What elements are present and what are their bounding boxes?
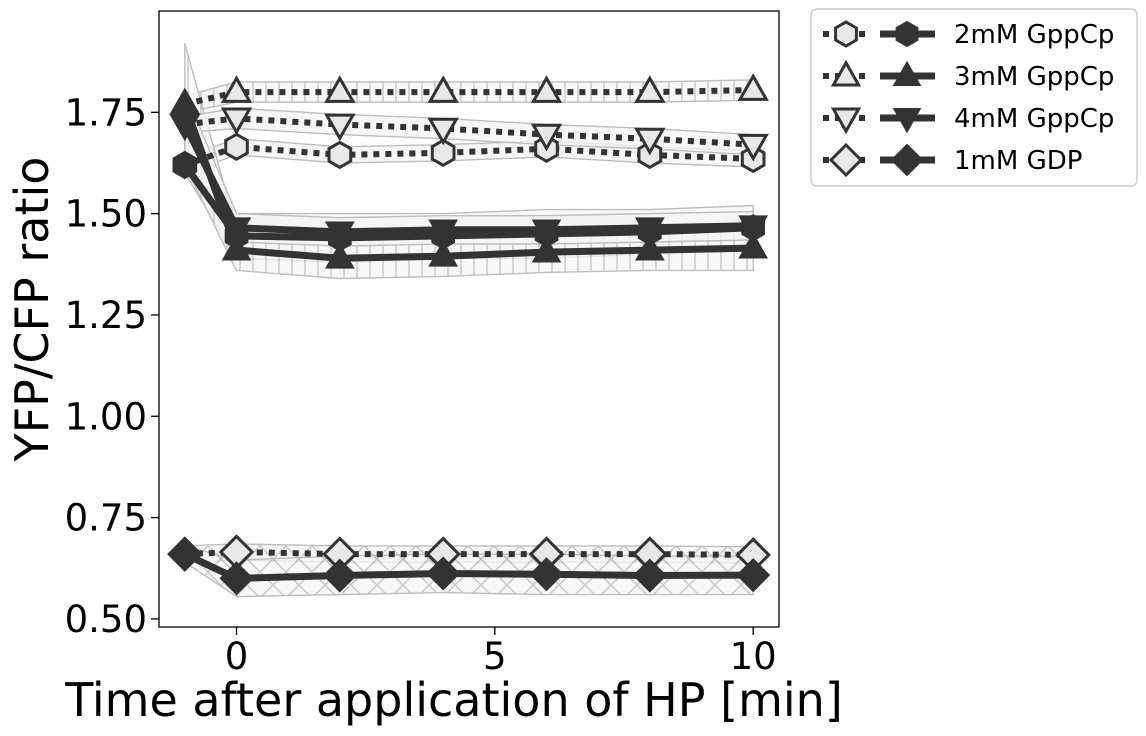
y-tick-label: 0.50 — [65, 598, 147, 641]
marker-7-0 — [167, 536, 202, 572]
band-2 — [184, 79, 754, 114]
marker-7-2 — [322, 558, 357, 593]
marker-2-5 — [634, 75, 666, 103]
y-axis-ticks: 0.50 0.75 1.00 1.25 1.50 1.75 — [65, 91, 159, 641]
marker-5-5 — [634, 217, 665, 244]
legend-label: 2mM GppCp — [954, 20, 1114, 50]
marker-3-2 — [324, 242, 355, 269]
x-tick-label: 5 — [483, 635, 507, 678]
legend-filled-marker-hexagon — [895, 20, 919, 48]
marker-2-3 — [427, 75, 459, 103]
marker-3-1 — [221, 234, 252, 261]
marker-5-0 — [169, 114, 200, 141]
marker-4-2 — [324, 113, 356, 142]
legend-open-marker-diamond — [828, 142, 864, 178]
marker-5-3 — [428, 219, 459, 246]
marker-3-4 — [531, 236, 562, 263]
x-axis-ticks: 0 5 10 — [225, 627, 777, 678]
y-tick-label: 1.00 — [65, 395, 147, 438]
y-tick-label: 0.75 — [65, 497, 147, 540]
confidence-bands — [184, 43, 754, 598]
legend-label: 3mM GppCp — [954, 62, 1114, 92]
marker-4-6 — [737, 133, 769, 162]
legend-open-marker-hexagon — [834, 20, 858, 48]
marker-0-2 — [327, 140, 353, 170]
marker-5-6 — [738, 215, 769, 242]
y-tick-label: 1.75 — [65, 91, 147, 134]
plot-frame — [158, 10, 780, 628]
marker-3-3 — [428, 240, 459, 267]
marker-5-1 — [221, 217, 252, 244]
legend-label: 4mM GppCp — [954, 104, 1114, 134]
legend-filled-marker-diamond — [890, 143, 924, 177]
marker-7-1 — [219, 561, 254, 596]
marker-2-6 — [737, 73, 769, 101]
x-axis-label: Time after application of HP [min] — [64, 673, 843, 727]
legend-label: 1mM GDP — [954, 146, 1082, 176]
marker-7-4 — [529, 557, 564, 592]
marker-5-2 — [324, 221, 355, 248]
marker-7-5 — [632, 558, 667, 593]
marker-0-1 — [224, 132, 249, 162]
x-tick-label: 0 — [225, 635, 249, 678]
marker-4-5 — [634, 127, 666, 156]
y-tick-label: 1.25 — [65, 294, 147, 337]
legend: 2mM GppCp 3mM GppCp 4mM GppCp 1mM GDP — [810, 8, 1138, 187]
marker-7-3 — [426, 556, 461, 591]
legend-open-marker-triangle-up — [830, 59, 862, 87]
legend-open-marker-triangle-down — [830, 107, 862, 135]
marker-2-1 — [220, 75, 253, 103]
marker-2-2 — [324, 75, 356, 103]
marker-3-5 — [634, 234, 665, 261]
marker-5-4 — [531, 219, 562, 246]
y-axis-label: YFP/CFP ratio — [5, 157, 59, 463]
marker-3-0 — [169, 88, 200, 115]
legend-filled-marker-triangle-up — [892, 60, 922, 86]
marker-4-3 — [427, 117, 459, 146]
marker-4-4 — [530, 123, 563, 152]
y-tick-label: 1.50 — [65, 193, 147, 236]
marker-4-1 — [220, 107, 253, 136]
x-tick-label: 10 — [730, 635, 777, 678]
marker-7-6 — [736, 558, 771, 593]
marker-2-4 — [530, 75, 563, 103]
marker-1-0 — [173, 151, 197, 179]
series-markers — [167, 73, 771, 596]
legend-frame — [810, 8, 1138, 187]
marker-0-3 — [430, 138, 456, 168]
marker-3-6 — [738, 232, 769, 259]
legend-filled-marker-triangle-down — [892, 108, 922, 134]
